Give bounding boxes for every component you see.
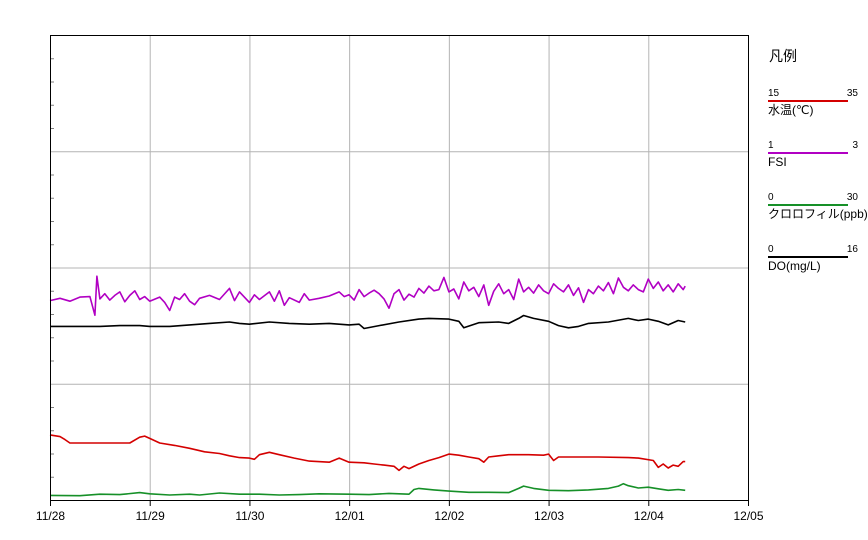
- series-line-3: [50, 314, 686, 330]
- plot-frame: [50, 35, 749, 501]
- legend-swatch: [768, 256, 848, 258]
- legend-item-chlorophyll: 0 30 クロロフィル(ppb): [768, 192, 868, 244]
- legend-max: 16: [846, 244, 858, 255]
- legend-item-do: 0 16 DO(mg/L): [768, 244, 858, 296]
- legend: 凡例 15 35 水温(℃) 1 3 FSI 0 30 クロロフィル(ppb) …: [768, 46, 868, 296]
- legend-max: 30: [846, 192, 858, 203]
- legend-label: 水温(℃): [768, 103, 814, 117]
- legend-title: 凡例: [769, 48, 797, 64]
- legend-swatch: [768, 100, 848, 102]
- legend-label: FSI: [768, 155, 787, 169]
- legend-label: DO(mg/L): [768, 259, 821, 273]
- legend-min: 0: [768, 244, 774, 255]
- x-tick-label: 11/28: [36, 509, 65, 523]
- legend-min: 1: [768, 140, 774, 151]
- x-tick-label: 12/05: [733, 509, 763, 523]
- x-tick-label: 12/04: [634, 509, 664, 523]
- x-tick-label: 12/01: [335, 509, 365, 523]
- legend-label: クロロフィル(ppb): [768, 207, 868, 221]
- series-group: [49, 275, 686, 497]
- legend-swatch: [768, 204, 848, 206]
- grid: [50, 35, 748, 500]
- series-line-1: [49, 275, 686, 317]
- legend-max: 35: [846, 88, 858, 99]
- x-tick-label: 11/30: [235, 509, 264, 523]
- legend-swatch: [768, 152, 848, 154]
- x-axis: 11/28 11/29 11/30 12/01 12/02 12/03 12/04 12/05: [36, 500, 764, 523]
- x-tick-label: 11/29: [136, 509, 165, 523]
- x-tick-label: 12/03: [534, 509, 564, 523]
- legend-item-water-temp: 15 35 水温(℃): [768, 88, 858, 140]
- legend-min: 0: [768, 192, 774, 203]
- x-tick-label: 12/02: [434, 509, 464, 523]
- legend-max: 3: [852, 140, 858, 151]
- legend-item-fsi: 1 3 FSI: [768, 140, 858, 192]
- series-line-0: [49, 434, 686, 472]
- legend-min: 15: [768, 88, 780, 99]
- series-line-2: [49, 482, 686, 497]
